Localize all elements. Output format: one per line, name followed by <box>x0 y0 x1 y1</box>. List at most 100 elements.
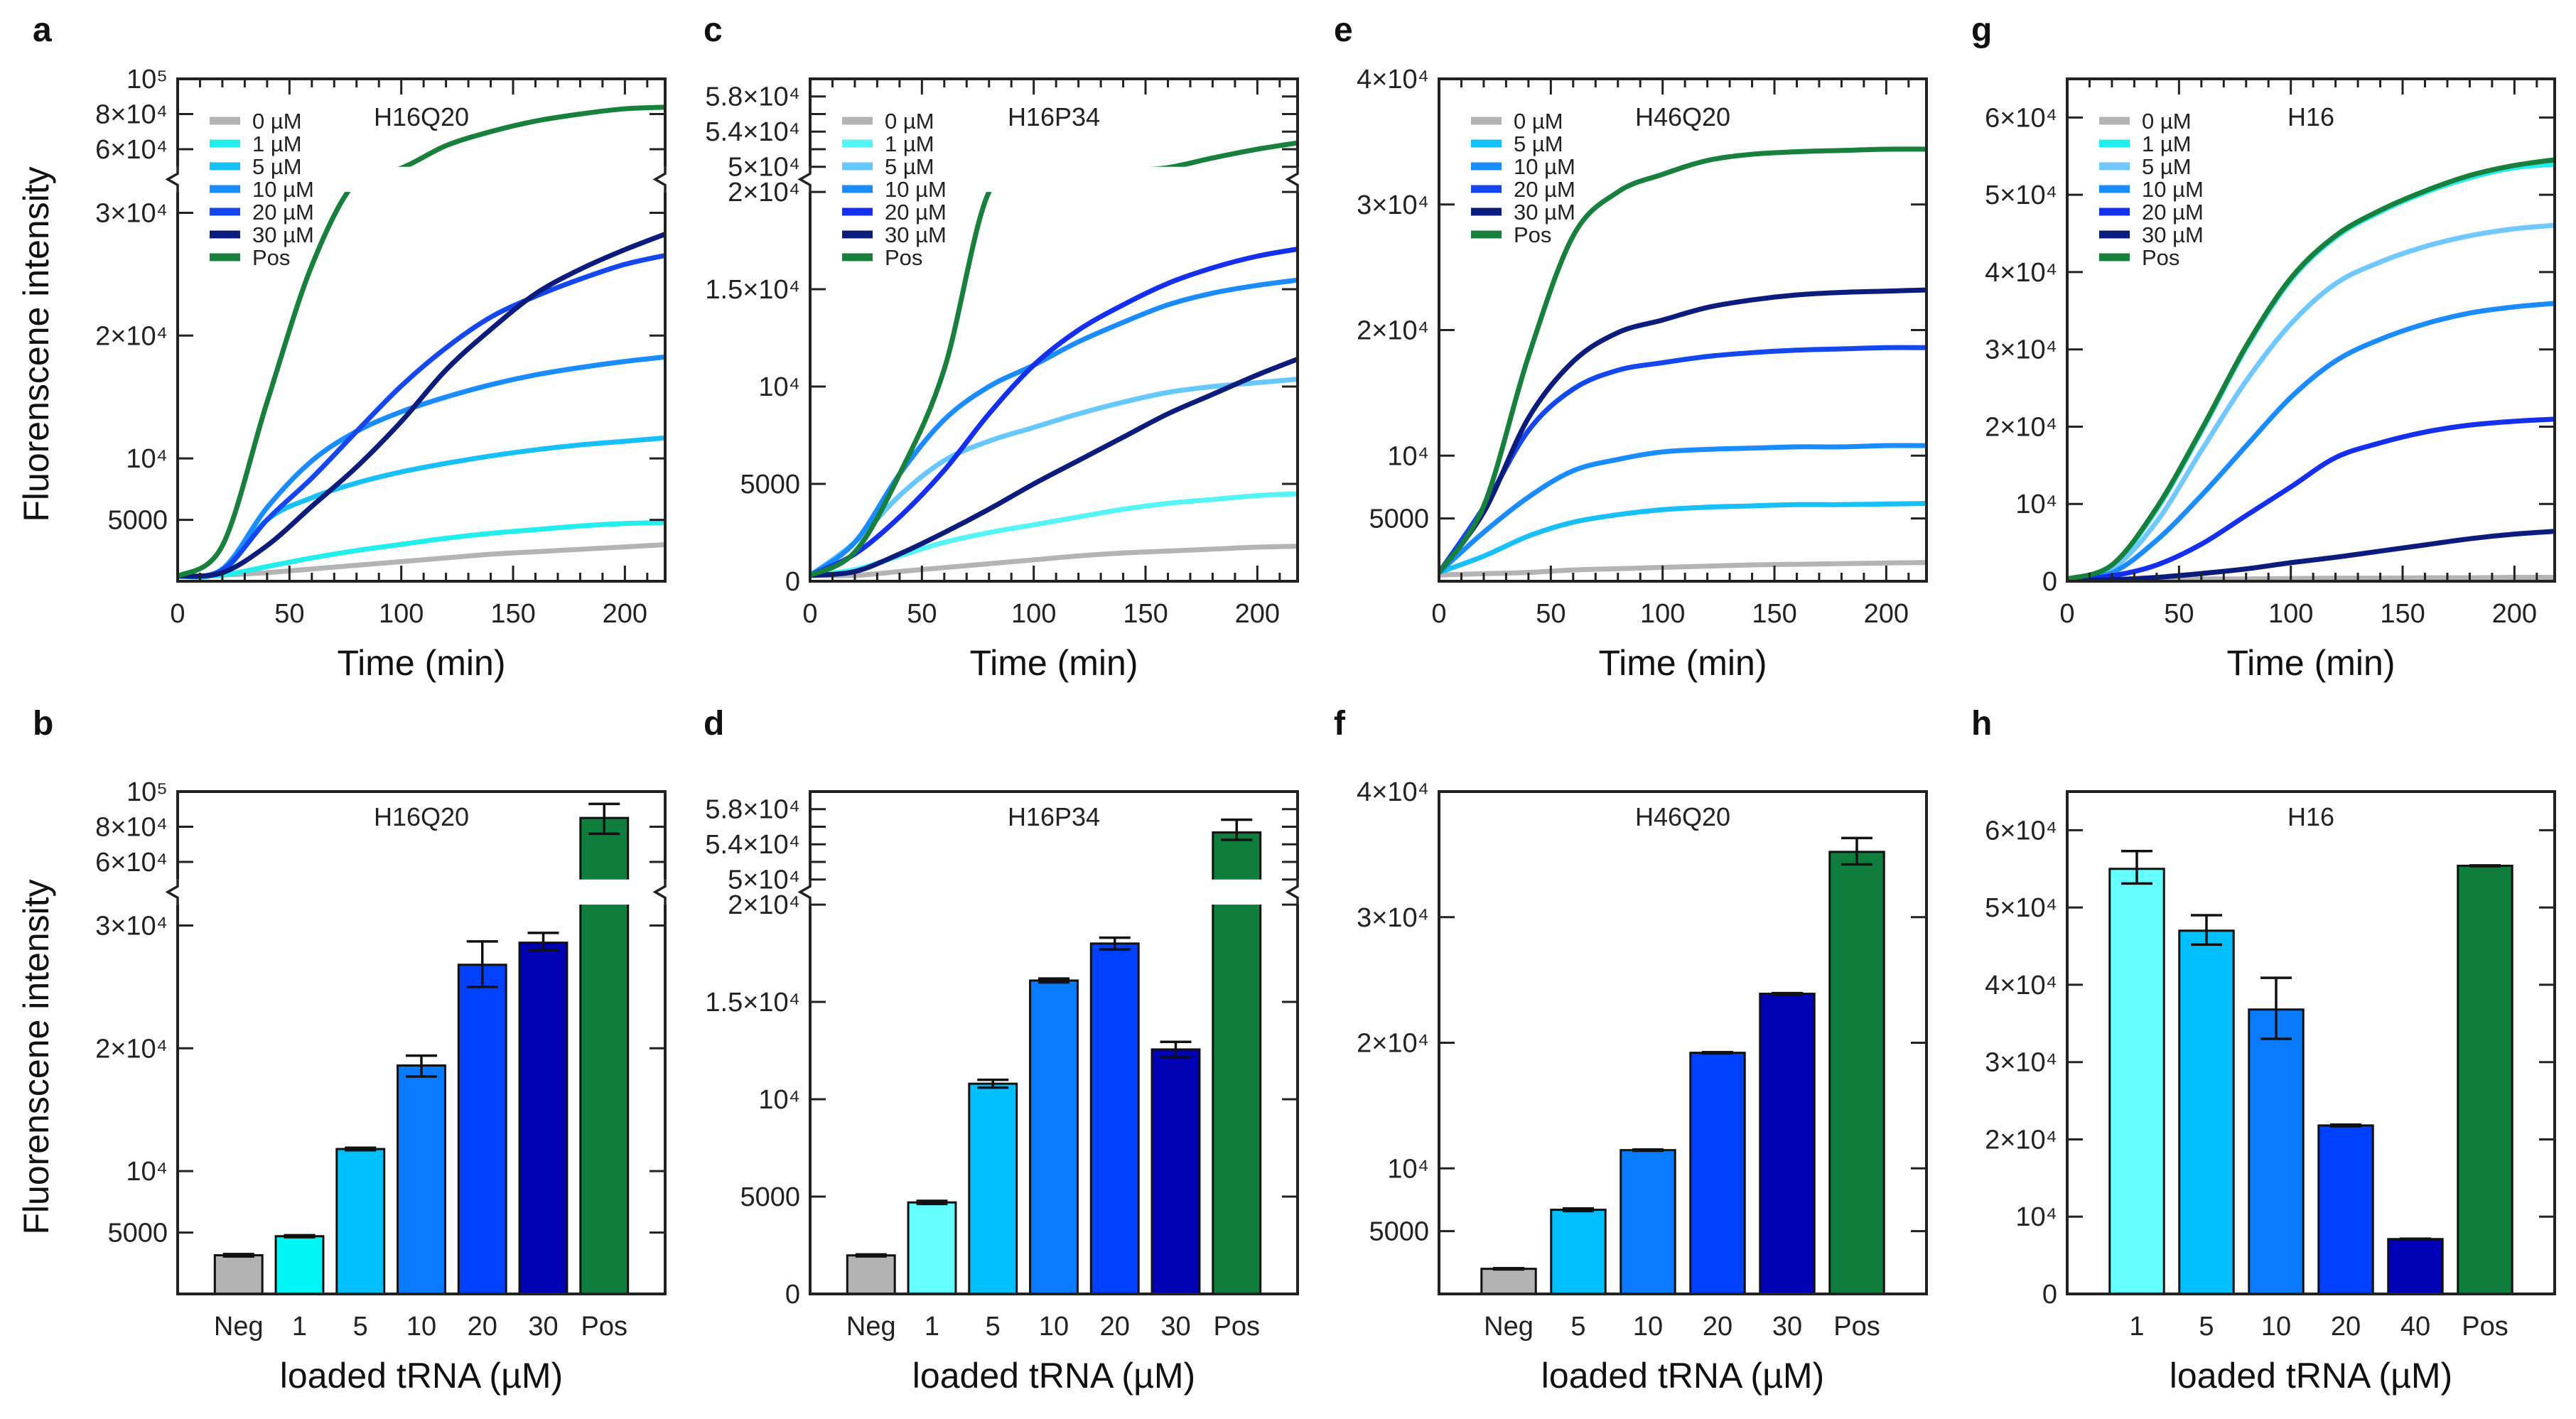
legend-label: 1 µM <box>2142 131 2192 156</box>
legend-label: 30 µM <box>885 222 947 247</box>
bar-5 <box>2457 864 2513 1295</box>
error-bar-3 <box>1038 977 1069 984</box>
series-line-1 <box>178 519 665 579</box>
x-tick-label: 0 <box>170 599 185 629</box>
bar-3 <box>1689 1052 1746 1295</box>
series-line-2 <box>1439 443 1926 575</box>
category-label: 20 <box>1703 1312 1732 1342</box>
error-bar-2 <box>977 1078 1009 1089</box>
y-tick-label: 10⁴ <box>126 1157 168 1187</box>
category-label: Neg <box>846 1312 896 1342</box>
legend-label: 20 µM <box>1514 177 1575 202</box>
error-bar-0 <box>1493 1267 1524 1271</box>
series-line-4 <box>178 252 665 579</box>
x-tick-label: 150 <box>490 599 535 629</box>
x-axis-title: loaded tRNA (µM) <box>280 1356 563 1396</box>
error-bar-0 <box>222 1253 254 1258</box>
x-axis-title: loaded tRNA (µM) <box>912 1356 1195 1396</box>
category-label: 40 <box>2400 1312 2430 1342</box>
axis-break-gap <box>807 879 1300 905</box>
category-label: 5 <box>1570 1312 1585 1342</box>
error-bar-5 <box>1160 1040 1192 1059</box>
legend-label: 1 µM <box>885 131 934 156</box>
bar-5 <box>1150 1048 1201 1295</box>
x-tick-label: 100 <box>2268 599 2313 629</box>
legend-label: 10 µM <box>252 177 314 202</box>
plot-frame <box>2066 790 2556 1295</box>
error-bar-4 <box>1772 991 1803 996</box>
x-tick-label: 200 <box>1235 599 1280 629</box>
y-tick-label: 5000 <box>107 506 168 536</box>
y-tick-label: 2×10⁴ <box>1985 412 2057 442</box>
y-tick-label: 0 <box>785 1280 800 1310</box>
y-tick-label: 5×10⁴ <box>1985 180 2057 210</box>
panel-f: f Neg 5 10 20 30 Pos 5000 10⁴ 2×10⁴ 3×10⁴ 4×10⁴ H46Q… <box>1334 705 1928 1396</box>
legend-label: Pos <box>1514 222 1551 247</box>
y-tick-label: 5×10⁴ <box>1985 893 2057 923</box>
x-tick-label: 100 <box>1640 599 1685 629</box>
bar-4 <box>1759 993 1816 1295</box>
error-bar-1 <box>1563 1207 1594 1213</box>
series-line-0 <box>810 544 1298 578</box>
y-tick-label: 8×10⁴ <box>95 812 168 842</box>
error-bar-3 <box>1702 1051 1733 1055</box>
bar-1 <box>1550 1209 1607 1295</box>
error-bar-1 <box>284 1234 316 1239</box>
legend-label: 5 µM <box>885 154 934 179</box>
legend-label: 0 µM <box>252 109 302 134</box>
axis-break-mark <box>1285 166 1299 193</box>
error-bar-1 <box>916 1199 948 1206</box>
category-label: 1 <box>2129 1312 2144 1342</box>
error-bar-5 <box>527 932 559 951</box>
legend-label: 1 µM <box>252 131 302 156</box>
category-label: Pos <box>1833 1312 1880 1342</box>
y-tick-label: 4×10⁴ <box>1985 971 2057 1000</box>
axis-break-mark <box>165 879 179 905</box>
x-axis-title: loaded tRNA (µM) <box>1541 1356 1824 1396</box>
x-tick-label: 0 <box>1431 599 1446 629</box>
error-bar-4 <box>1099 936 1131 951</box>
series-line-1 <box>1439 501 1926 575</box>
series-line-5 <box>2067 529 2555 581</box>
category-label: Pos <box>2462 1312 2508 1342</box>
category-label: 5 <box>353 1312 368 1342</box>
error-bar-5 <box>1841 836 1872 866</box>
y-tick-label: 6×10⁴ <box>1985 103 2057 133</box>
error-bar-0 <box>855 1253 887 1258</box>
category-label: 10 <box>406 1312 436 1342</box>
panel-g: g 0 50 100 150 200 0 10⁴ 2×10⁴ 3×10⁴ 4×10⁴ 5×10⁴ 6×1… <box>1971 11 2556 683</box>
bar-4 <box>1089 942 1140 1295</box>
error-bar-2 <box>345 1146 377 1152</box>
series-line-3 <box>1439 345 1926 574</box>
legend-label: 10 µM <box>1514 154 1575 179</box>
axis-break-mark <box>797 879 812 905</box>
y-tick-label: 0 <box>2042 1280 2057 1310</box>
error-bar-6 <box>1221 818 1253 841</box>
legend-label: 30 µM <box>252 222 314 247</box>
panel-letter: b <box>33 705 53 743</box>
category-label: Pos <box>581 1312 627 1342</box>
y-tick-label: 0 <box>785 567 800 597</box>
x-tick-label: 150 <box>1123 599 1168 629</box>
panel-title: H46Q20 <box>1635 102 1730 131</box>
y-tick-label: 10⁵ <box>126 777 168 807</box>
x-tick-label: 50 <box>274 599 304 629</box>
y-tick-label: 10⁴ <box>1387 1154 1429 1184</box>
y-tick-label: 5.8×10⁴ <box>705 82 800 112</box>
x-axis-title: Time (min) <box>2226 643 2395 683</box>
bar-1 <box>274 1235 325 1295</box>
axis-break-mark <box>165 166 179 193</box>
category-label: 30 <box>1772 1312 1802 1342</box>
y-tick-label: 6×10⁴ <box>95 848 168 878</box>
error-bar-2 <box>1632 1148 1664 1153</box>
axis-break-mark <box>652 879 667 905</box>
panel-letter: f <box>1334 705 1346 743</box>
x-tick-label: 100 <box>379 599 424 629</box>
category-label: Neg <box>214 1312 264 1342</box>
y-tick-label: 10⁴ <box>126 444 168 474</box>
category-label: 10 <box>1633 1312 1663 1342</box>
